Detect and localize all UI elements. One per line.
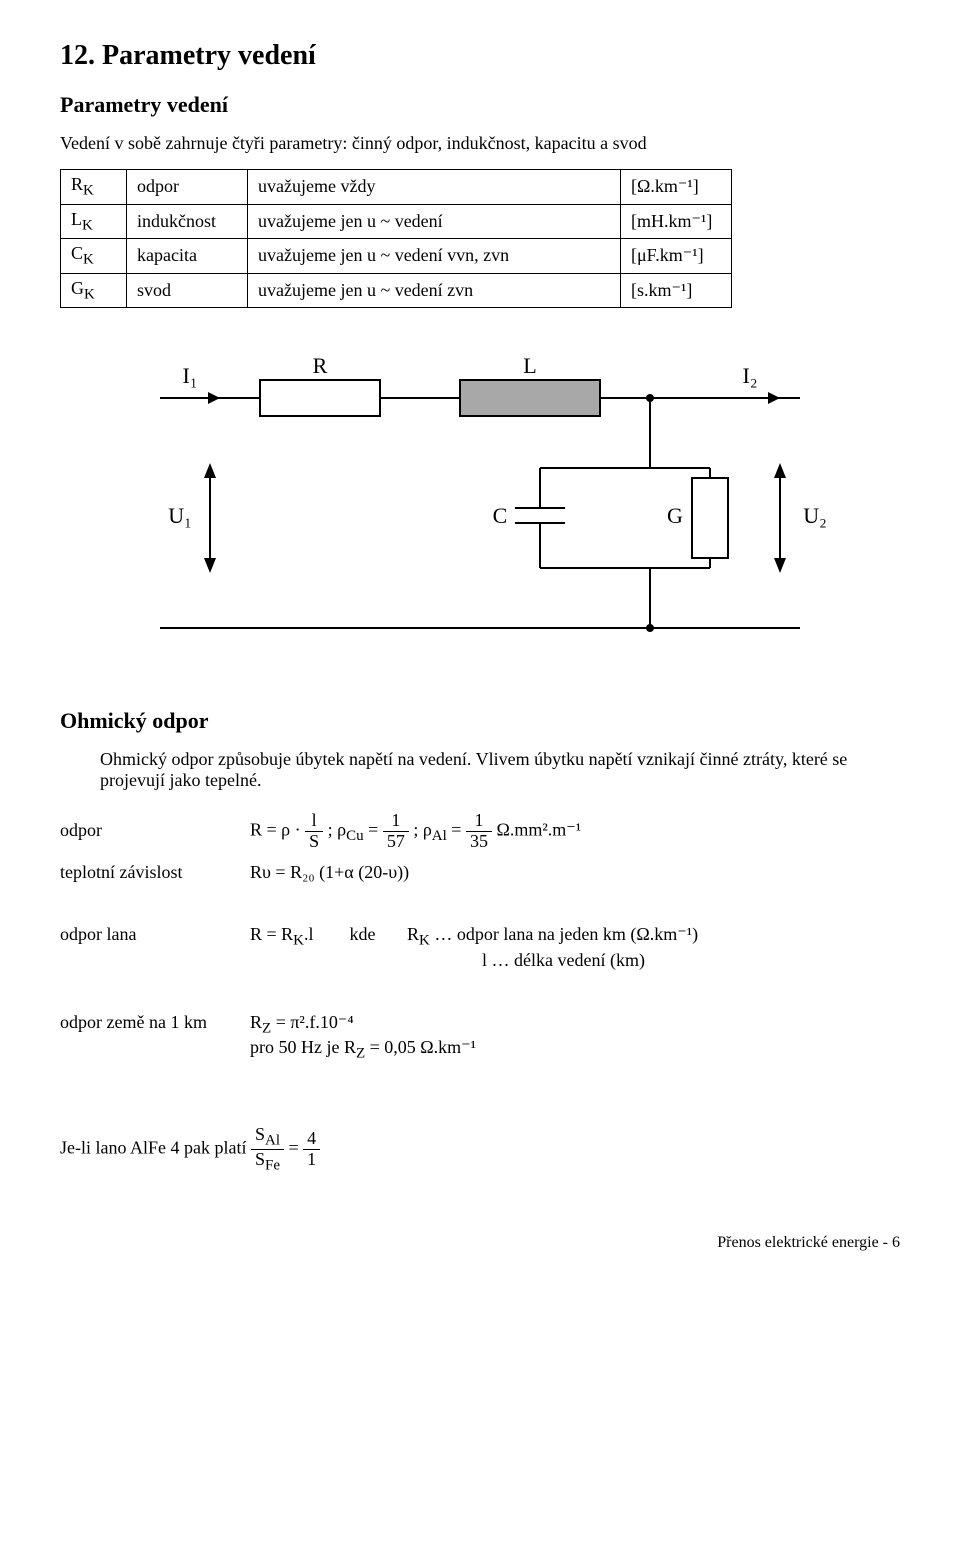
table-row: GKsvoduvažujeme jen u ~ vedení zvn[s.km⁻…	[61, 273, 732, 308]
intro-text: Vedení v sobě zahrnuje čtyři parametry: …	[60, 133, 900, 154]
parameters-table: RKodporuvažujeme vždy[Ω.km⁻¹]LKindukčnos…	[60, 169, 732, 308]
alfe-formula: Je-li lano AlFe 4 pak platí SAl SFe = 4 …	[60, 1125, 900, 1174]
teplotni-label: teplotní závislost	[60, 862, 250, 883]
label-g: G	[667, 503, 683, 528]
label-u1: U₁	[168, 503, 192, 528]
label-l: L	[523, 353, 536, 378]
teplotni-formula: Rυ = R₂₀ (1+α (20-υ))	[250, 862, 900, 883]
odpor-label: odpor	[60, 820, 250, 841]
ohm-title: Ohmický odpor	[60, 708, 900, 734]
param-desc: uvažujeme jen u ~ vedení vvn, zvn	[248, 239, 621, 274]
param-symbol: RK	[61, 170, 127, 205]
param-unit: [μF.km⁻¹]	[621, 239, 732, 274]
param-symbol: LK	[61, 204, 127, 239]
param-name: svod	[127, 273, 248, 308]
param-unit: [Ω.km⁻¹]	[621, 170, 732, 205]
zeme-label: odpor země na 1 km	[60, 1012, 250, 1033]
param-desc: uvažujeme vždy	[248, 170, 621, 205]
table-row: RKodporuvažujeme vždy[Ω.km⁻¹]	[61, 170, 732, 205]
table-row: CKkapacitauvažujeme jen u ~ vedení vvn, …	[61, 239, 732, 274]
label-i1: I₁	[183, 363, 198, 388]
param-name: odpor	[127, 170, 248, 205]
label-i2: I₂	[743, 363, 758, 388]
page-footer: Přenos elektrické energie - 6	[60, 1234, 900, 1252]
param-desc: uvažujeme jen u ~ vedení	[248, 204, 621, 239]
label-u2: U₂	[803, 503, 827, 528]
param-name: indukčnost	[127, 204, 248, 239]
param-name: kapacita	[127, 239, 248, 274]
param-symbol: GK	[61, 273, 127, 308]
zeme-formula: RZ = π².f.10⁻⁴ pro 50 Hz je RZ = 0,05 Ω.…	[250, 1012, 900, 1063]
lana-label: odpor lana	[60, 924, 250, 945]
param-unit: [mH.km⁻¹]	[621, 204, 732, 239]
label-c: C	[493, 503, 508, 528]
section-subheading: Parametry vedení	[60, 92, 900, 118]
odpor-formula: R = ρ · lS ; ρCu = 157 ; ρAl = 135 Ω.mm²…	[250, 811, 900, 852]
param-symbol: CK	[61, 239, 127, 274]
ohm-body: Ohmický odpor způsobuje úbytek napětí na…	[100, 749, 900, 791]
param-desc: uvažujeme jen u ~ vedení zvn	[248, 273, 621, 308]
page-title: 12. Parametry vedení	[60, 40, 900, 72]
circuit-diagram: I₁ R L I₂ C G U₁ U₂	[120, 338, 840, 668]
lana-formula: R = RK.l kde RK … odpor lana na jeden km…	[250, 924, 900, 971]
label-r: R	[313, 353, 328, 378]
param-unit: [s.km⁻¹]	[621, 273, 732, 308]
table-row: LKindukčnostuvažujeme jen u ~ vedení[mH.…	[61, 204, 732, 239]
